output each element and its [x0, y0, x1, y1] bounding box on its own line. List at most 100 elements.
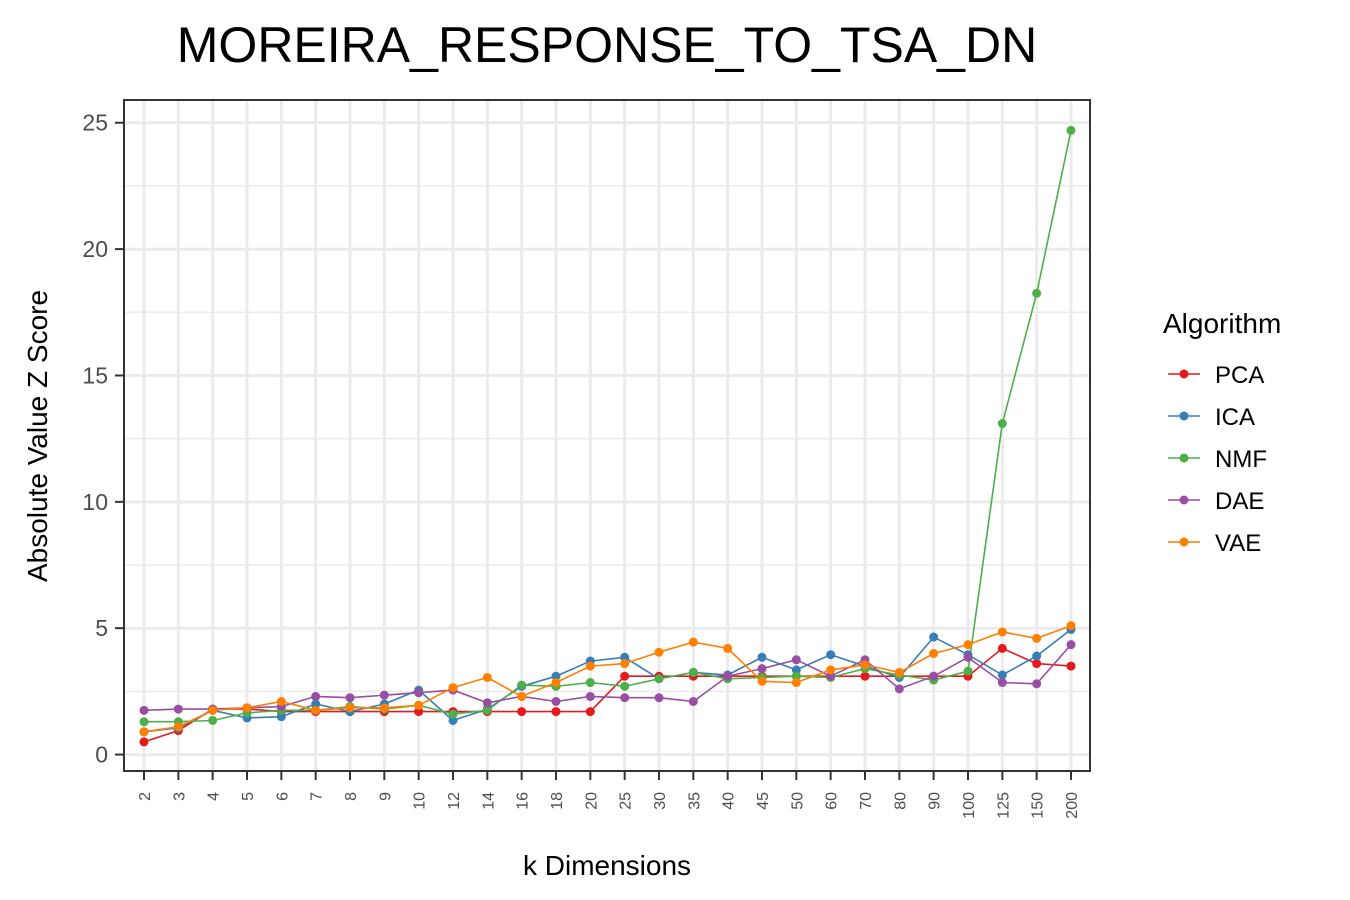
- data-point-nmf: [448, 709, 458, 719]
- data-point-ica: [997, 670, 1007, 680]
- x-tick-label: 7: [309, 792, 326, 801]
- x-tick-label: 25: [618, 792, 635, 810]
- x-tick-label: 20: [583, 792, 600, 810]
- legend-label-pca: PCA: [1215, 362, 1264, 389]
- data-point-vae: [517, 691, 527, 701]
- data-point-vae: [757, 676, 767, 686]
- x-tick-label: 60: [824, 792, 841, 810]
- x-tick-label: 8: [343, 792, 360, 801]
- x-tick-label: 150: [1030, 792, 1047, 819]
- data-point-ica: [826, 650, 836, 660]
- data-point-vae: [997, 627, 1007, 637]
- y-tick-label: 10: [82, 489, 108, 515]
- data-point-nmf: [997, 418, 1007, 428]
- legend-label-nmf: NMF: [1215, 446, 1267, 473]
- data-point-nmf: [1066, 125, 1076, 135]
- x-tick-label: 70: [858, 792, 875, 810]
- data-point-pca: [139, 737, 149, 747]
- data-point-pca: [997, 643, 1007, 653]
- x-tick-label: 10: [412, 792, 429, 810]
- data-point-nmf: [208, 715, 218, 725]
- x-tick-label: 5: [240, 792, 257, 801]
- y-tick-label: 15: [82, 362, 108, 388]
- y-tick-label: 25: [82, 110, 108, 136]
- legend-key-point: [1179, 495, 1189, 505]
- data-point-vae: [723, 643, 733, 653]
- data-point-vae: [482, 672, 492, 682]
- data-point-ica: [1032, 651, 1042, 661]
- legend-key-point: [1179, 411, 1189, 421]
- data-point-vae: [620, 659, 630, 669]
- data-point-dae: [654, 693, 664, 703]
- data-point-pca: [1032, 659, 1042, 669]
- data-point-nmf: [1032, 288, 1042, 298]
- data-point-dae: [1032, 679, 1042, 689]
- data-point-vae: [1066, 621, 1076, 631]
- data-point-dae: [963, 652, 973, 662]
- data-point-vae: [311, 705, 321, 715]
- x-tick-label: 90: [927, 792, 944, 810]
- legend-key-point: [1179, 537, 1189, 547]
- chart-title: MOREIRA_RESPONSE_TO_TSA_DN: [177, 17, 1037, 73]
- data-point-dae: [723, 671, 733, 681]
- x-tick-label: 14: [480, 792, 497, 810]
- legend-label-vae: VAE: [1215, 530, 1261, 557]
- x-tick-label: 50: [789, 792, 806, 810]
- data-point-vae: [688, 637, 698, 647]
- x-tick-label: 4: [206, 792, 223, 801]
- data-point-vae: [276, 696, 286, 706]
- data-point-dae: [688, 696, 698, 706]
- x-tick-label: 16: [515, 792, 532, 810]
- y-axis-title: Absolute Value Z Score: [22, 290, 53, 582]
- data-point-vae: [963, 640, 973, 650]
- data-point-vae: [173, 722, 183, 732]
- legend-label-ica: ICA: [1215, 404, 1255, 431]
- data-point-pca: [517, 707, 527, 717]
- data-point-dae: [311, 691, 321, 701]
- x-tick-label: 35: [686, 792, 703, 810]
- data-point-dae: [482, 698, 492, 708]
- data-point-pca: [860, 671, 870, 681]
- legend-key-point: [1179, 453, 1189, 463]
- data-point-ica: [311, 699, 321, 709]
- data-point-vae: [414, 700, 424, 710]
- x-tick-label: 100: [961, 792, 978, 819]
- data-point-vae: [551, 678, 561, 688]
- legend-title: Algorithm: [1163, 308, 1281, 339]
- x-tick-label: 125: [995, 792, 1012, 819]
- x-tick-label: 80: [892, 792, 909, 810]
- data-point-ica: [620, 652, 630, 662]
- data-point-dae: [1066, 640, 1076, 650]
- data-point-pca: [551, 707, 561, 717]
- data-point-nmf: [654, 674, 664, 684]
- data-point-dae: [585, 691, 595, 701]
- data-point-dae: [620, 693, 630, 703]
- data-point-nmf: [517, 680, 527, 690]
- x-tick-label: 45: [755, 792, 772, 810]
- y-tick-label: 20: [82, 236, 108, 262]
- x-tick-label: 3: [171, 792, 188, 801]
- x-tick-label: 9: [377, 792, 394, 801]
- data-point-vae: [826, 665, 836, 675]
- data-point-dae: [345, 693, 355, 703]
- data-point-ica: [276, 712, 286, 722]
- data-point-nmf: [688, 667, 698, 677]
- data-point-nmf: [585, 678, 595, 688]
- x-tick-label: 2: [137, 792, 154, 801]
- data-point-vae: [654, 647, 664, 657]
- data-point-vae: [208, 705, 218, 715]
- data-point-dae: [379, 690, 389, 700]
- x-tick-label: 40: [721, 792, 738, 810]
- data-point-ica: [791, 665, 801, 675]
- y-tick-label: 0: [95, 742, 108, 768]
- data-point-ica: [551, 671, 561, 681]
- plot-border: [123, 99, 1091, 772]
- data-point-vae: [791, 678, 801, 688]
- data-point-vae: [139, 727, 149, 737]
- data-point-dae: [757, 664, 767, 674]
- series-line-nmf: [144, 130, 1072, 723]
- data-point-vae: [242, 703, 252, 713]
- data-point-dae: [173, 704, 183, 714]
